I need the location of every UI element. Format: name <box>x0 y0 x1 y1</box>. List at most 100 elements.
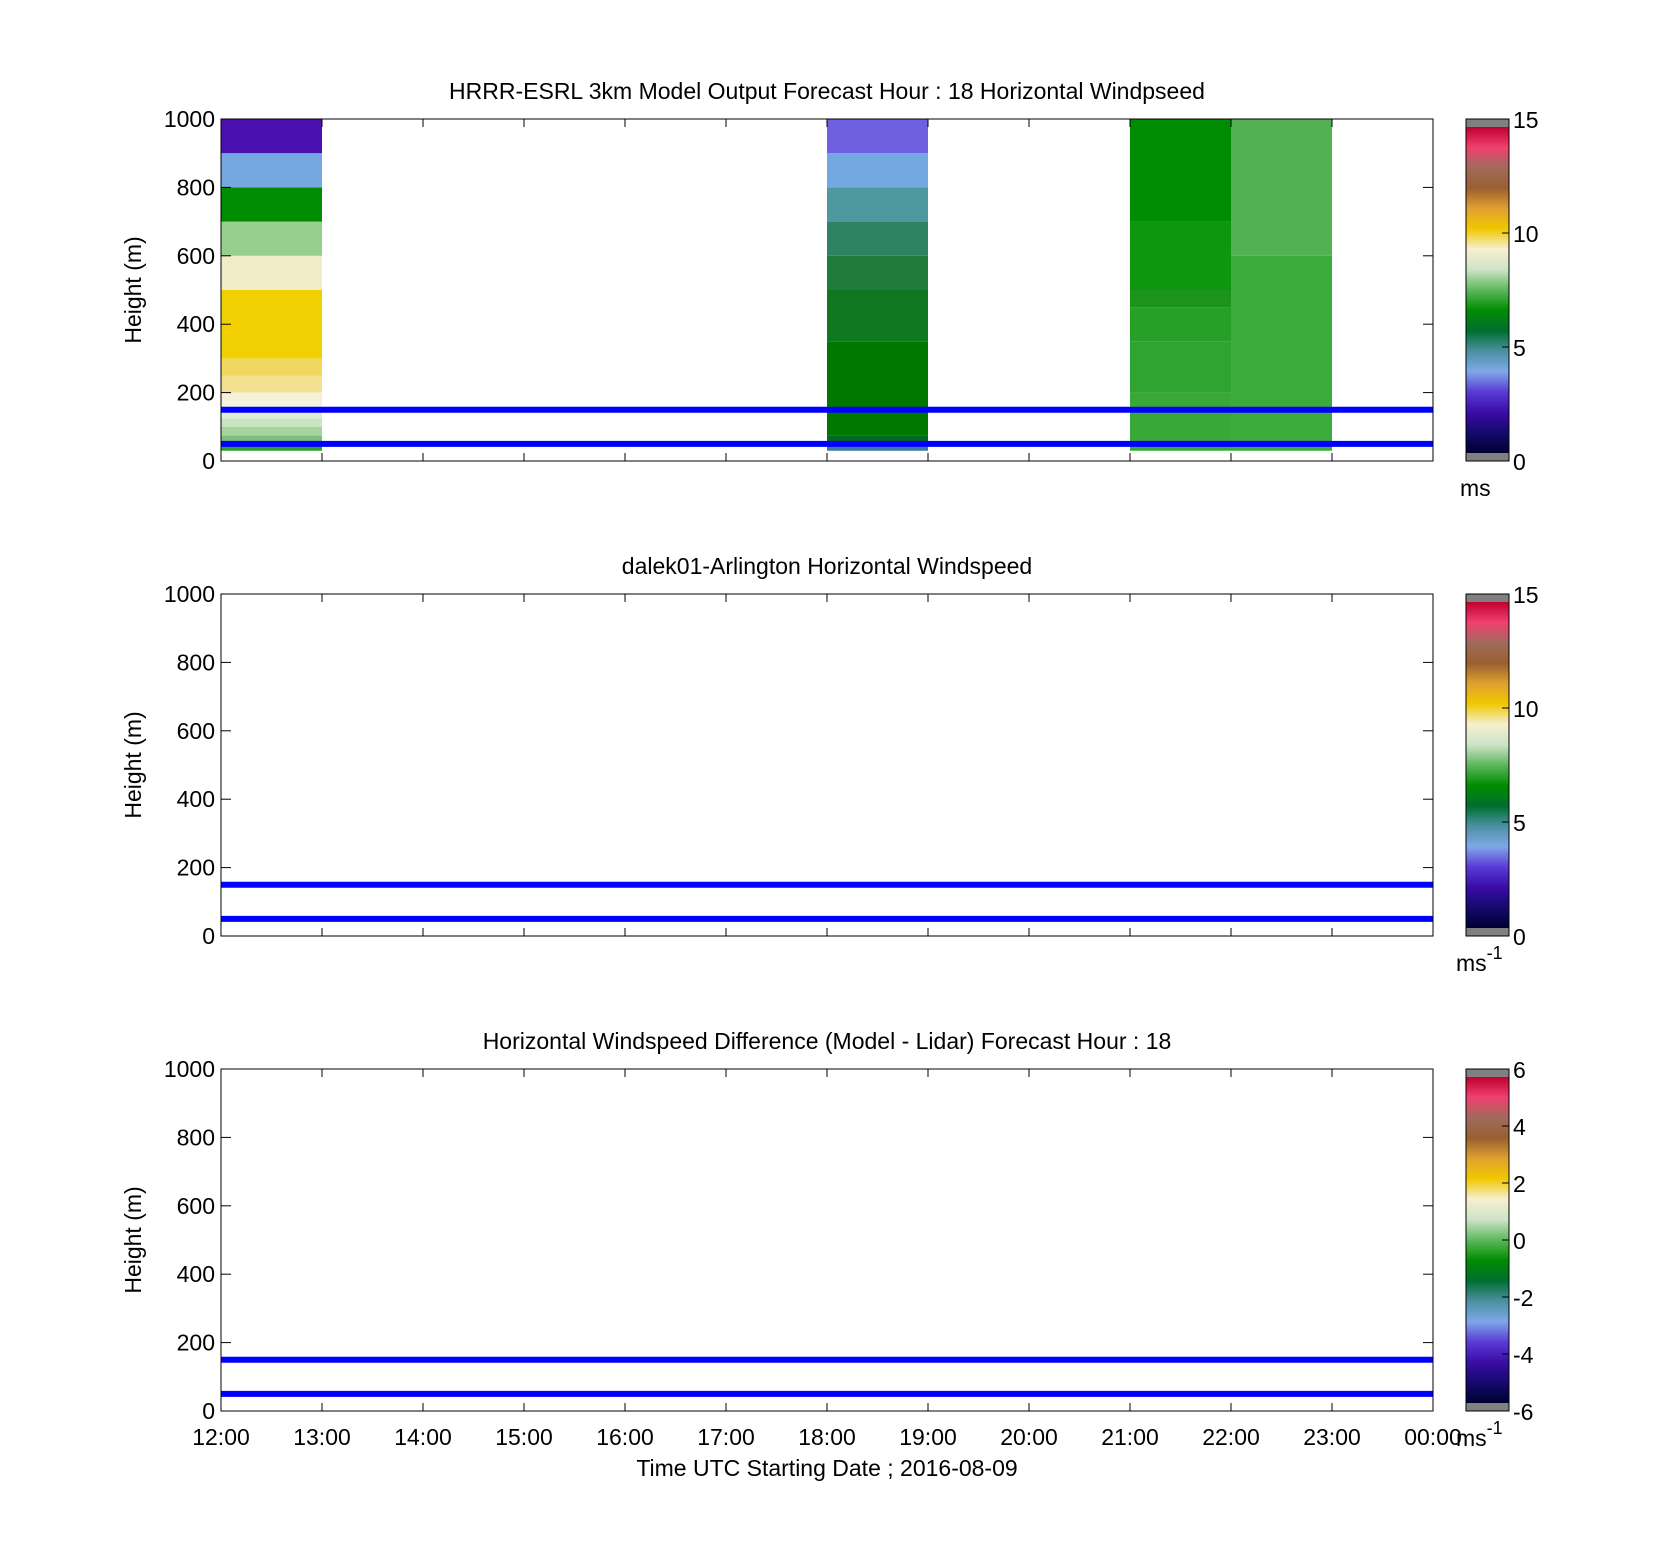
heatmap-cell <box>221 426 322 436</box>
colorbar-tick-label: 10 <box>1513 221 1539 247</box>
colorbar-tick-label: 15 <box>1513 582 1539 608</box>
y-axis-label: Height (m) <box>120 1186 146 1293</box>
heatmap-cell <box>221 255 322 290</box>
y-tick-label: 800 <box>177 174 215 200</box>
colorbar-unit: ms <box>1456 1425 1487 1451</box>
heatmap-column <box>221 119 322 451</box>
y-axis-label: Height (m) <box>120 711 146 818</box>
heatmap-cell <box>1130 341 1231 393</box>
colorbar-end <box>1466 1403 1509 1411</box>
colorbar-tick-label: 6 <box>1513 1057 1526 1083</box>
x-tick-label: 12:00 <box>192 1424 250 1450</box>
y-axis-label: Height (m) <box>120 236 146 343</box>
y-tick-label: 200 <box>177 1330 215 1356</box>
heatmap-cell <box>221 187 322 222</box>
colorbar-end <box>1466 928 1509 936</box>
colorbar-gradient-fill <box>1466 602 1509 928</box>
colorbar-tick-label: -4 <box>1513 1342 1534 1368</box>
heatmap-cell <box>1130 290 1231 308</box>
heatmap-cell <box>221 418 322 427</box>
colorbar-tick-label: 0 <box>1513 1228 1526 1254</box>
colorbar-unit-superscript: -1 <box>1487 943 1503 963</box>
colorbar-tick-label: 4 <box>1513 1114 1526 1140</box>
colorbar-unit-label: ms-1 <box>1456 1418 1503 1451</box>
y-tick-label: 800 <box>177 1124 215 1150</box>
heatmap-cell <box>221 375 322 393</box>
panel-2: 0 200 400 600 800 1000 dalek01-Arlington Horiz… <box>120 553 1539 976</box>
heatmap-cell <box>221 119 322 154</box>
colorbar-unit-label: ms-1 <box>1456 943 1503 976</box>
colorbar-tick-label: -2 <box>1513 1285 1533 1311</box>
x-tick-label: 00:00 <box>1404 1424 1462 1450</box>
heatmap-cell <box>221 401 322 410</box>
colorbar-end <box>1466 119 1509 127</box>
heatmap-column <box>827 119 928 451</box>
x-tick-label: 15:00 <box>495 1424 553 1450</box>
heatmap-cell <box>221 153 322 188</box>
y-tick-label: 0 <box>202 448 215 474</box>
heatmap-cell <box>221 409 322 419</box>
x-tick-label: 23:00 <box>1303 1424 1361 1450</box>
chart-title: dalek01-Arlington Horizontal Windspeed <box>622 553 1032 579</box>
y-tick-label: 600 <box>177 243 215 269</box>
colorbar: 0 5 10 15 ms-1 <box>1456 582 1539 976</box>
y-tick-label: 200 <box>177 380 215 406</box>
x-tick-label: 18:00 <box>798 1424 856 1450</box>
y-tick-label: 400 <box>177 311 215 337</box>
heatmap-cell <box>827 187 928 222</box>
colorbar-tick-label: 2 <box>1513 1171 1526 1197</box>
x-tick-label: 22:00 <box>1202 1424 1260 1450</box>
heatmap-cell <box>221 435 322 444</box>
x-tick-label: 17:00 <box>697 1424 755 1450</box>
plot-area <box>221 594 1433 936</box>
heatmap-cell <box>827 290 928 342</box>
colorbar-end <box>1466 1069 1509 1077</box>
heatmap-cell <box>1231 119 1332 256</box>
heatmap-cell <box>827 255 928 290</box>
y-tick-label: 400 <box>177 786 215 812</box>
heatmap-cell <box>827 435 928 444</box>
colorbar-gradient-fill <box>1466 1077 1509 1403</box>
y-tick-label: 600 <box>177 1193 215 1219</box>
heatmap-cell <box>221 443 322 451</box>
colorbar-end <box>1466 594 1509 602</box>
y-tick-label: 1000 <box>164 106 215 132</box>
colorbar-unit: ms <box>1460 475 1491 501</box>
colorbar-tick-label: 15 <box>1513 107 1539 133</box>
heatmap-cell <box>221 392 322 402</box>
heatmap-cell <box>221 358 322 376</box>
heatmap-cell <box>827 341 928 436</box>
heatmap-cell <box>827 221 928 256</box>
colorbar-tick-label: 0 <box>1513 924 1526 950</box>
colorbar: 0 5 10 15 ms <box>1460 107 1539 501</box>
heatmap-column <box>1130 119 1231 451</box>
colorbar-gradient-fill <box>1466 127 1509 453</box>
plot-area <box>221 1069 1433 1411</box>
y-tick-label: 0 <box>202 1398 215 1424</box>
x-tick-label: 20:00 <box>1000 1424 1058 1450</box>
heatmap-cell <box>1130 221 1231 290</box>
x-tick-label: 19:00 <box>899 1424 957 1450</box>
x-tick-label: 21:00 <box>1101 1424 1159 1450</box>
y-tick-label: 1000 <box>164 1056 215 1082</box>
chart-title: Horizontal Windspeed Difference (Model -… <box>483 1028 1172 1054</box>
heatmap-cell <box>827 443 928 451</box>
heatmap-cell <box>221 221 322 256</box>
colorbar: -6 -4 -2 0 2 4 6 ms-1 <box>1456 1057 1534 1451</box>
heatmap-cell <box>1231 255 1332 451</box>
colorbar-frame <box>1465 593 1510 937</box>
heatmap-cell <box>221 290 322 359</box>
x-tick-label: 16:00 <box>596 1424 654 1450</box>
colorbar-tick-label: 10 <box>1513 696 1539 722</box>
colorbar-tick-label: 0 <box>1513 449 1526 475</box>
x-tick-label: 13:00 <box>293 1424 351 1450</box>
heatmap-cell <box>827 153 928 188</box>
y-tick-label: 600 <box>177 718 215 744</box>
y-tick-label: 400 <box>177 1261 215 1287</box>
colorbar-tick-label: -6 <box>1513 1399 1533 1425</box>
y-tick-label: 1000 <box>164 581 215 607</box>
heatmap-cell <box>827 119 928 154</box>
y-tick-label: 200 <box>177 855 215 881</box>
x-axis-label: Time UTC Starting Date ; 2016-08-09 <box>636 1455 1017 1481</box>
